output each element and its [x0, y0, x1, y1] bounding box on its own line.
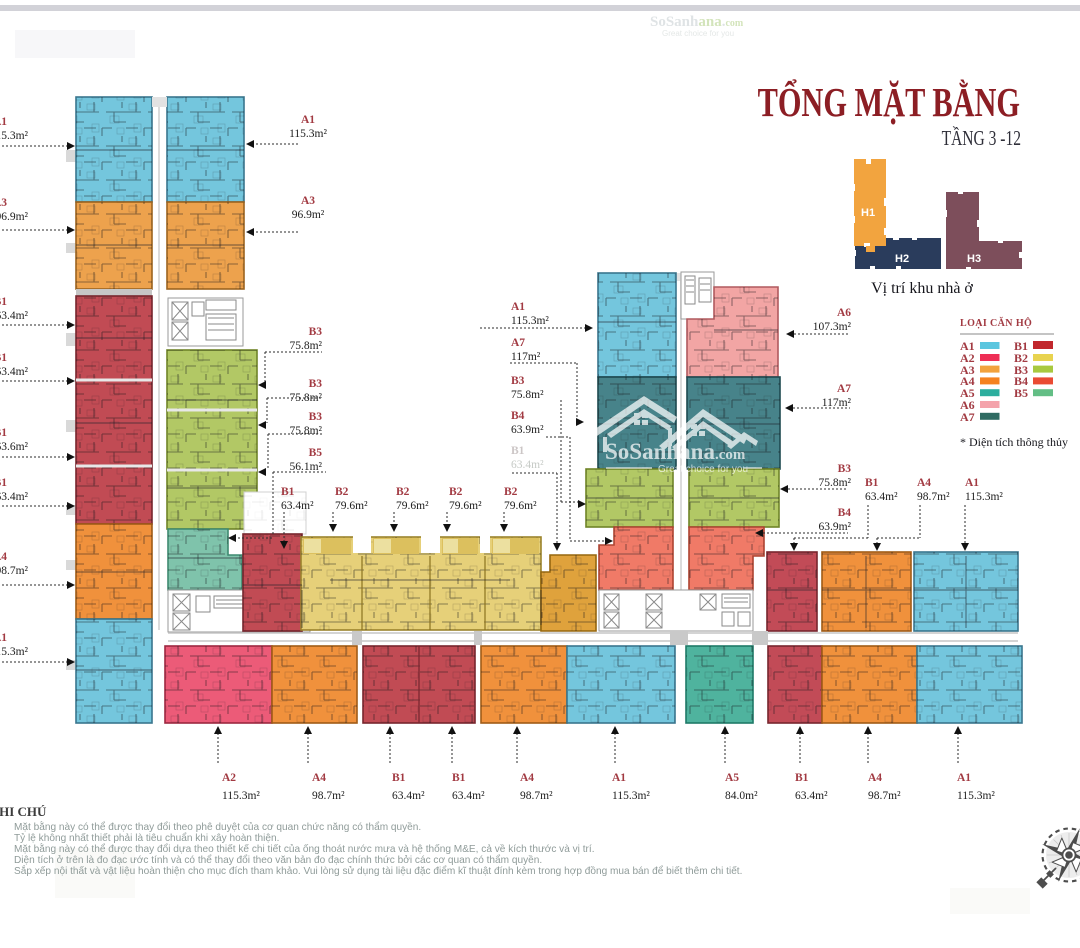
svg-text:B4: B4 — [1014, 374, 1028, 388]
svg-text:H2: H2 — [895, 253, 909, 265]
svg-text:H1: H1 — [861, 207, 875, 219]
svg-text:LOẠI CĂN HỘ: LOẠI CĂN HỘ — [960, 316, 1032, 329]
svg-text:B5: B5 — [1014, 386, 1028, 400]
svg-text:A7: A7 — [960, 410, 975, 424]
svg-text:B1: B1 — [1014, 339, 1028, 353]
svg-text:A4: A4 — [960, 374, 975, 388]
svg-text:A6: A6 — [960, 398, 975, 412]
svg-text:Great choice for you: Great choice for you — [658, 464, 748, 475]
svg-text:A5: A5 — [960, 386, 975, 400]
svg-text:Great choice for you: Great choice for you — [662, 29, 734, 38]
svg-text:* Diện tích thông thủy: * Diện tích thông thủy — [960, 435, 1068, 449]
svg-text:A3: A3 — [960, 363, 975, 377]
svg-text:SoSanhana.com: SoSanhana.com — [650, 14, 744, 30]
svg-text:B3: B3 — [1014, 363, 1028, 377]
svg-text:Vị trí khu nhà ở: Vị trí khu nhà ở — [871, 280, 973, 297]
svg-text:B2: B2 — [1014, 351, 1028, 365]
svg-text:A1: A1 — [960, 339, 975, 353]
svg-text:A2: A2 — [960, 351, 975, 365]
svg-text:H3: H3 — [967, 253, 981, 265]
